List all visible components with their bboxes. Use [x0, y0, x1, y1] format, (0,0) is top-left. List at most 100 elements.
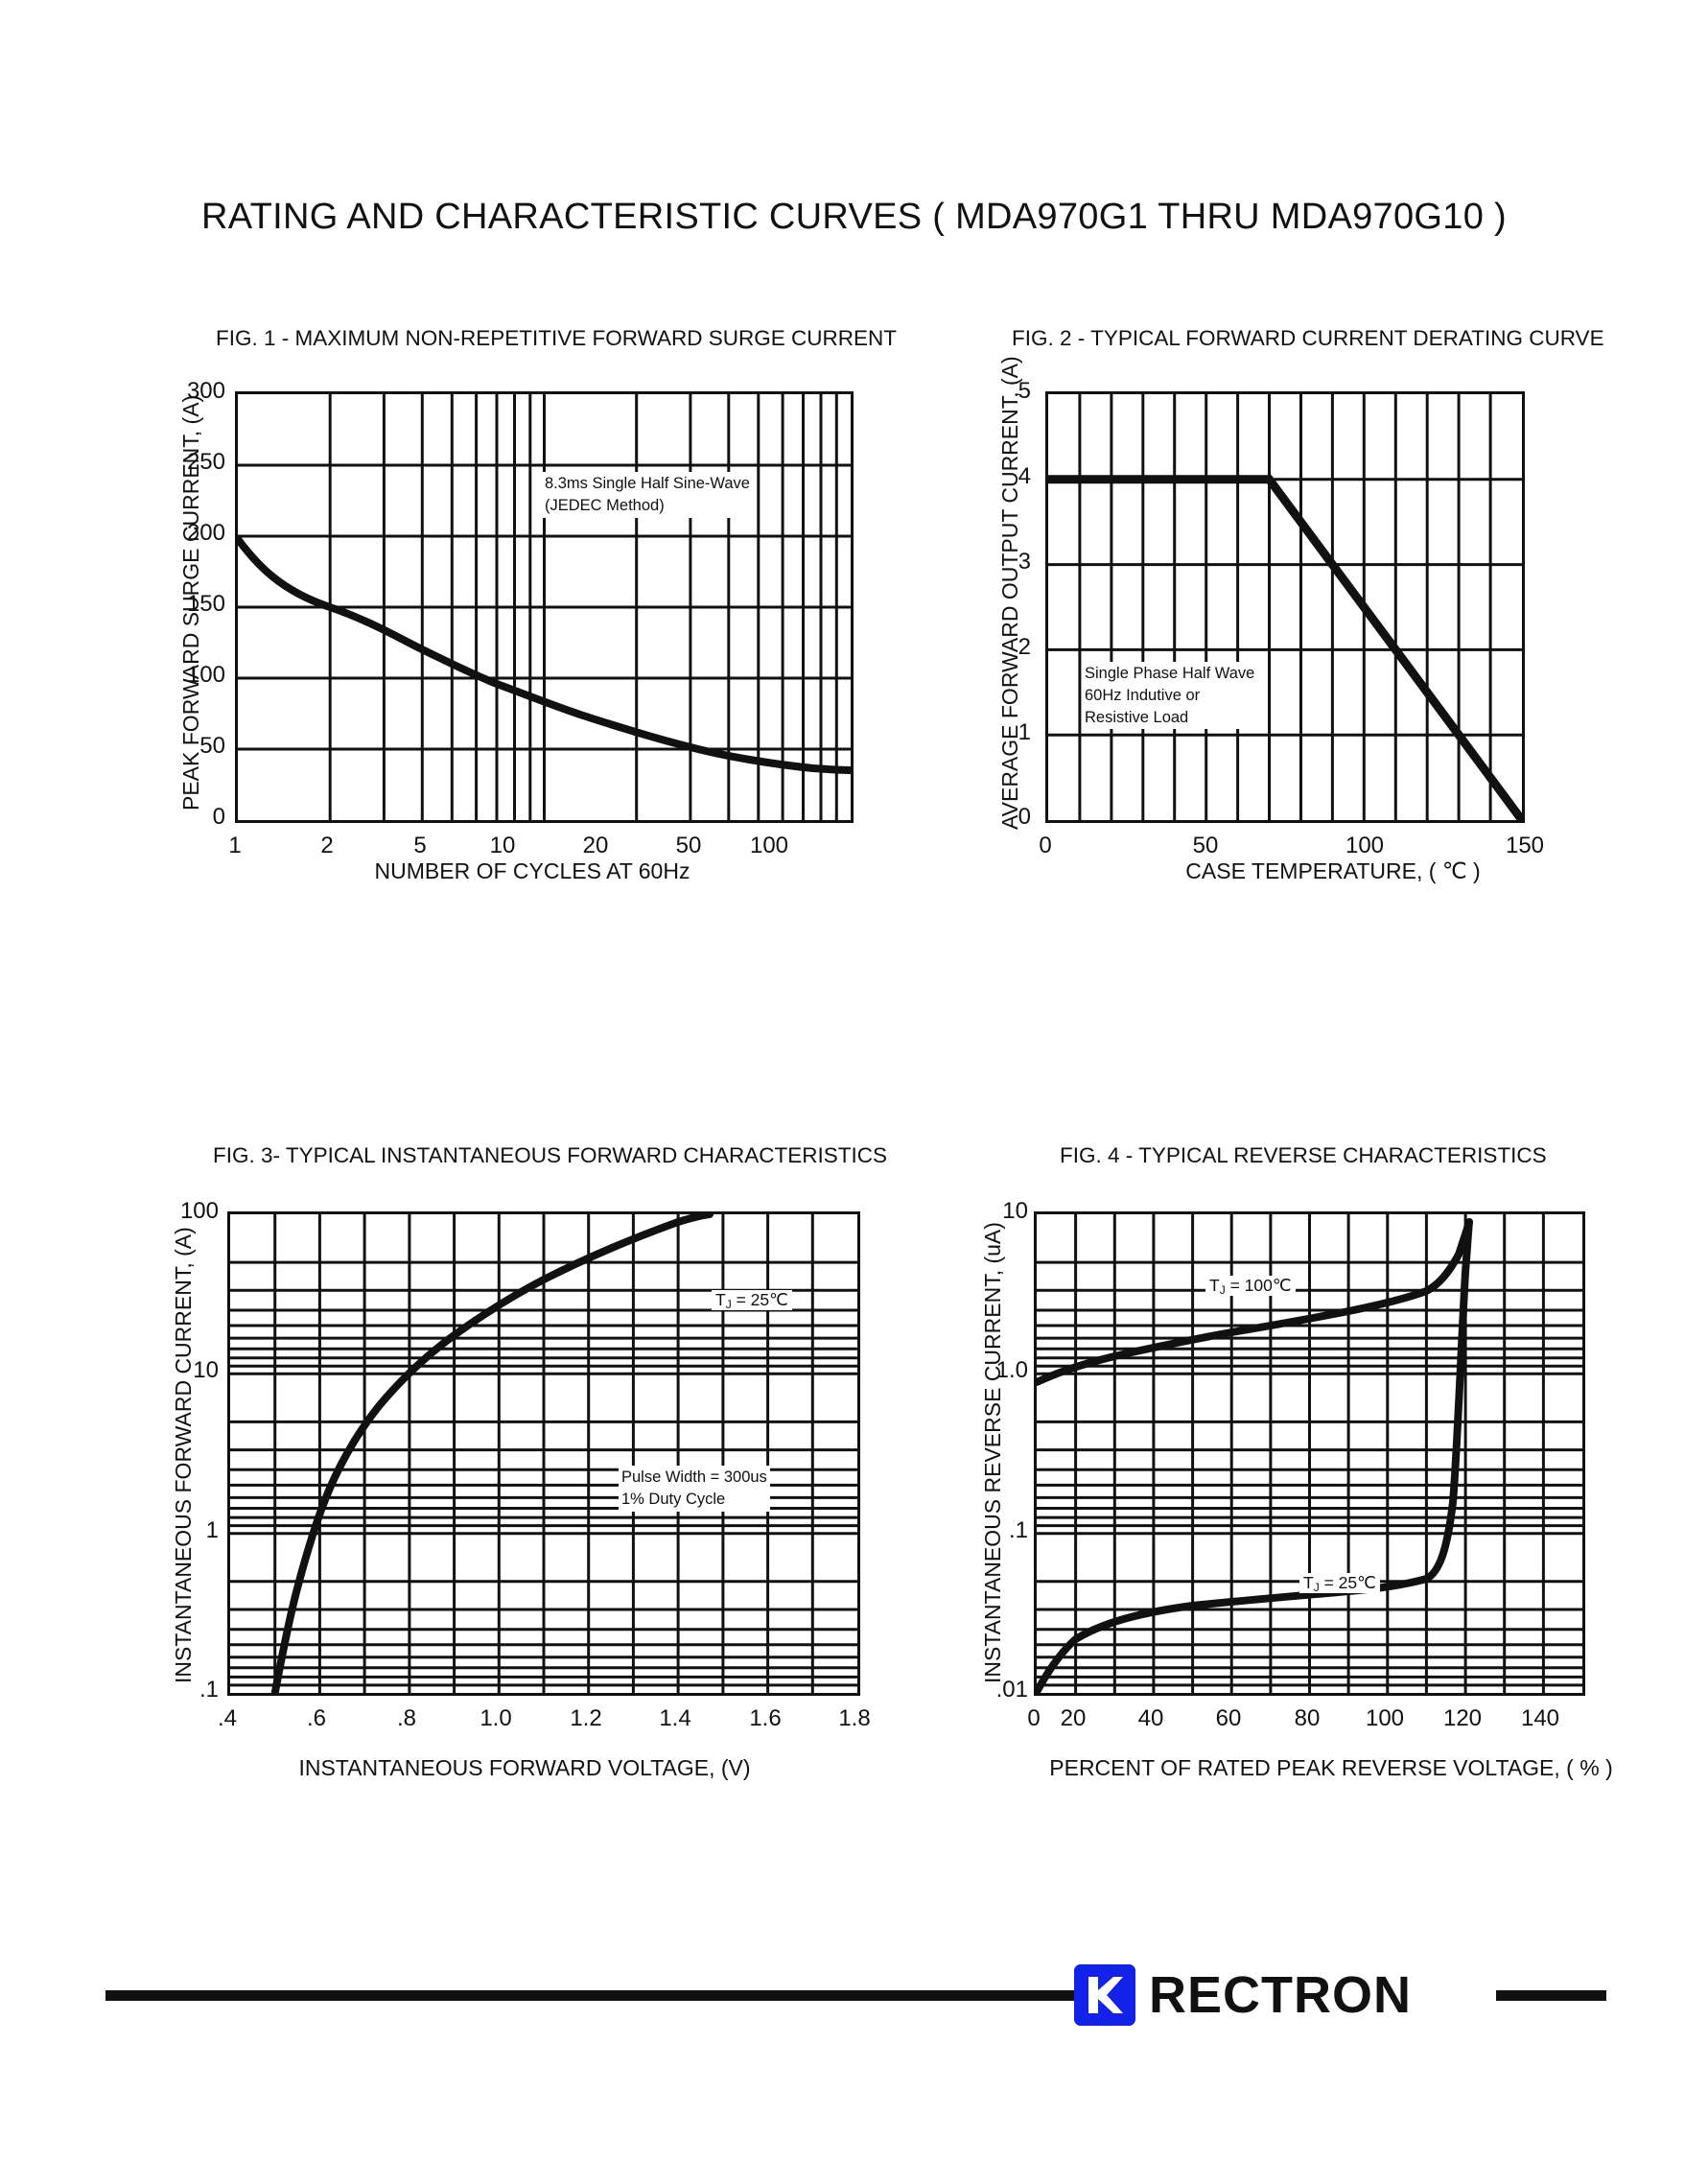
figure-1-xtick-1: 1 — [228, 833, 242, 858]
figure-2-plot-area — [1045, 391, 1525, 823]
figure-4-xtick-100: 100 — [1365, 1705, 1405, 1731]
figure-4-tj100-subscript: J — [1219, 1283, 1226, 1297]
figure-4-xtick-140: 140 — [1520, 1705, 1560, 1731]
figure-3-ytick-10: 10 — [193, 1357, 219, 1383]
rectron-mark-icon — [1074, 1964, 1135, 2026]
figure-4-tj25-symbol: T — [1303, 1573, 1314, 1592]
figure-4-xtick-0: 0 — [1027, 1705, 1041, 1731]
figure-3-tj-symbol: T — [715, 1290, 726, 1309]
figure-1-curve — [238, 535, 851, 774]
figure-1-annotation-line-1: 8.3ms Single Half Sine-Wave — [545, 475, 750, 492]
figure-4-curve-tj25 — [1037, 1218, 1473, 1693]
figure-4-ytick-point1: .1 — [1008, 1517, 1028, 1543]
figure-1-title: FIG. 1 - MAXIMUM NON-REPETITIVE FORWARD … — [216, 326, 898, 350]
figure-3-ytick-point1: .1 — [199, 1677, 219, 1703]
figure-4-curve-label-tj100: TJ = 100℃ — [1205, 1276, 1296, 1297]
figure-4-y-axis-label: INSTANTANEOUS REVERSE CURRENT, (uA) — [980, 1222, 1005, 1683]
figure-1-xtick-5: 5 — [413, 833, 427, 858]
figure-4-tj100-value: = 100℃ — [1225, 1276, 1292, 1295]
figure-1-ytick-300: 300 — [186, 378, 225, 404]
figure-2-annotation: Single Phase Half Wave 60Hz Indutive or … — [1082, 662, 1258, 730]
figure-4-tj25-subscript: J — [1313, 1581, 1320, 1594]
figure-4-curve-label-tj25: TJ = 25℃ — [1299, 1573, 1380, 1594]
figure-2-curve — [1048, 475, 1522, 820]
figure-1-plot-area — [235, 391, 854, 823]
figure-3-svg — [230, 1214, 857, 1693]
rectron-glyph-icon — [1074, 1964, 1135, 2026]
figure-1-xtick-50: 50 — [675, 833, 702, 858]
figure-4-ytick-10: 10 — [1002, 1198, 1028, 1224]
figure-4-xtick-120: 120 — [1442, 1705, 1483, 1731]
figure-3-ytick-100: 100 — [179, 1198, 219, 1224]
figure-3-vertical-gridlines — [273, 1214, 814, 1693]
figure-2-ytick-5: 5 — [1018, 378, 1031, 404]
figure-2-svg — [1048, 394, 1522, 820]
footer-divider-rule — [105, 1990, 1606, 2001]
figure-2-ytick-0: 0 — [1018, 804, 1031, 830]
figure-4-tj25-value: = 25℃ — [1319, 1573, 1376, 1592]
figure-3-plot-area — [227, 1211, 860, 1696]
figure-1-ytick-50: 50 — [199, 733, 225, 759]
figure-3-y-axis-label: INSTANTANEOUS FORWARD CURRENT, (A) — [171, 1227, 196, 1683]
figure-1-xtick-100: 100 — [749, 833, 789, 858]
figure-1-xtick-2: 2 — [320, 833, 334, 858]
figure-3-ytick-1: 1 — [205, 1517, 219, 1543]
figure-2-ytick-2: 2 — [1018, 634, 1031, 660]
figure-2-ytick-4: 4 — [1018, 463, 1031, 489]
figure-2-xtick-150: 150 — [1505, 833, 1545, 858]
figure-2-x-axis-label: CASE TEMPERATURE, ( ℃ ) — [1185, 858, 1481, 883]
figure-3-xtick-1.8: 1.8 — [838, 1705, 871, 1731]
figure-3-xtick-1.0: 1.0 — [480, 1705, 512, 1731]
figure-3-xtick-1.4: 1.4 — [659, 1705, 691, 1731]
figure-3-tj-value: = 25℃ — [731, 1290, 788, 1309]
figure-1-ytick-150: 150 — [186, 591, 225, 617]
figure-3-title: FIG. 3- TYPICAL INSTANTANEOUS FORWARD CH… — [213, 1143, 887, 1167]
figure-1-ytick-100: 100 — [186, 662, 225, 688]
figure-4-curve-tj100 — [1037, 1218, 1473, 1386]
brand-name: RECTRON — [1149, 1966, 1412, 2024]
figure-2-xtick-100: 100 — [1345, 833, 1385, 858]
figure-4-tj100-symbol: T — [1209, 1276, 1220, 1295]
figure-4-xtick-20: 20 — [1060, 1705, 1087, 1731]
figure-2-annotation-line-1: Single Phase Half Wave — [1085, 665, 1255, 682]
figure-1-x-axis-label: NUMBER OF CYCLES AT 60Hz — [374, 858, 690, 883]
figure-1-ytick-0: 0 — [212, 804, 225, 830]
figure-1-xtick-20: 20 — [582, 833, 609, 858]
figure-4-vertical-gridlines — [1074, 1214, 1545, 1693]
figure-3-annotation: Pulse Width = 300us 1% Duty Cycle — [619, 1466, 770, 1512]
figure-4-xtick-60: 60 — [1215, 1705, 1242, 1731]
figure-3-xtick-1.6: 1.6 — [749, 1705, 782, 1731]
figure-4-title: FIG. 4 - TYPICAL REVERSE CHARACTERISTICS — [1060, 1143, 1547, 1167]
figure-2-vertical-gridlines — [1078, 394, 1492, 820]
figure-2-annotation-line-2: 60Hz Indutive or — [1085, 686, 1201, 704]
page-title: RATING AND CHARACTERISTIC CURVES ( MDA97… — [201, 197, 1507, 237]
figure-2-title: FIG. 2 - TYPICAL FORWARD CURRENT DERATIN… — [1012, 326, 1604, 350]
figure-3-xtick-1.2: 1.2 — [570, 1705, 602, 1731]
figure-1-ytick-250: 250 — [186, 449, 225, 475]
figure-1-ytick-200: 200 — [186, 520, 225, 546]
brand-logo: RECTRON — [1074, 1947, 1496, 2043]
figure-3-x-axis-label: INSTANTANEOUS FORWARD VOLTAGE, (V) — [298, 1755, 751, 1780]
figure-3-curve-label-tj25: TJ = 25℃ — [712, 1290, 792, 1311]
figure-3-xtick-0.4: .4 — [217, 1705, 237, 1731]
figure-3-annotation-line-2: 1% Duty Cycle — [621, 1490, 726, 1508]
figure-4-x-axis-label: PERCENT OF RATED PEAK REVERSE VOLTAGE, (… — [1049, 1755, 1613, 1780]
figure-2-xtick-50: 50 — [1192, 833, 1219, 858]
figure-3-annotation-line-1: Pulse Width = 300us — [621, 1468, 767, 1486]
figure-4-xtick-40: 40 — [1137, 1705, 1164, 1731]
figure-2-annotation-line-3: Resistive Load — [1085, 708, 1189, 726]
figure-4-plot-area — [1034, 1211, 1585, 1696]
figure-3-curve — [270, 1214, 714, 1693]
figure-2-ytick-1: 1 — [1018, 719, 1031, 745]
figure-4-svg — [1037, 1214, 1582, 1693]
figure-4-ytick-1.0: 1.0 — [995, 1357, 1028, 1383]
figure-2-ytick-3: 3 — [1018, 549, 1031, 575]
figure-1-annotation: 8.3ms Single Half Sine-Wave (JEDEC Metho… — [542, 472, 753, 518]
figure-1-annotation-line-2: (JEDEC Method) — [545, 496, 665, 514]
figure-1-svg — [238, 394, 851, 820]
figure-2-y-axis-label: AVERAGE FORWARD OUTPUT CURRENT, (A) — [997, 356, 1022, 830]
figure-3-xtick-0.8: .8 — [396, 1705, 416, 1731]
figure-2-xtick-0: 0 — [1039, 833, 1052, 858]
figure-3-xtick-0.6: .6 — [306, 1705, 326, 1731]
